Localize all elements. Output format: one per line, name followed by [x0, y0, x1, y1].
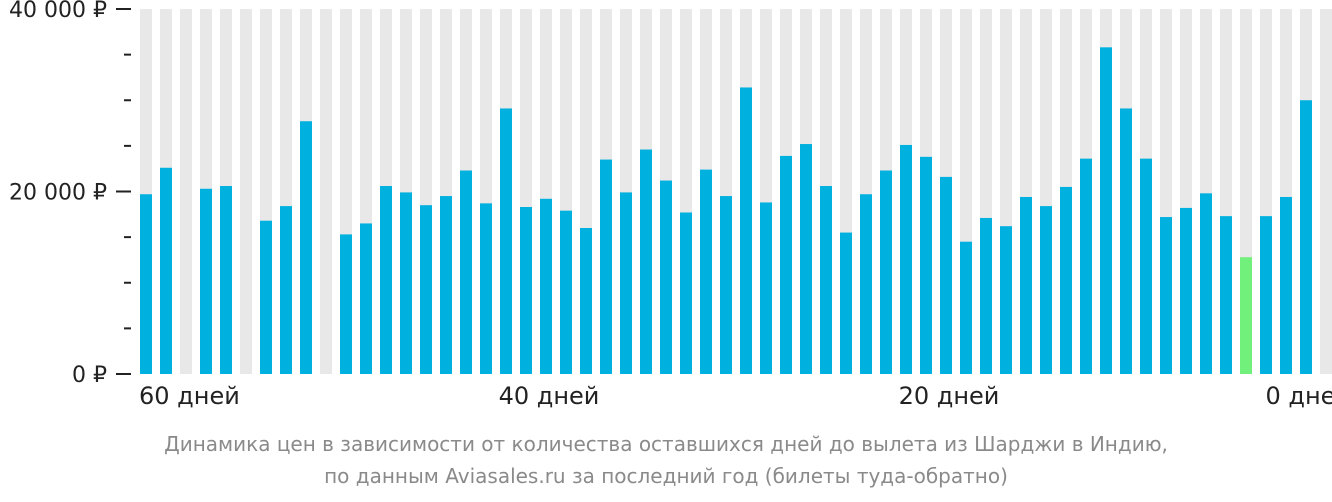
bar[interactable] [600, 159, 612, 374]
bar[interactable] [160, 167, 172, 374]
bar-highlight[interactable] [1240, 257, 1252, 374]
x-tick-label: 0 дней [1265, 382, 1332, 410]
bar[interactable] [780, 155, 792, 374]
bar[interactable] [800, 144, 812, 374]
bar[interactable] [140, 194, 152, 374]
bar[interactable] [860, 194, 872, 374]
y-tick-label: 20 000 ₽ [9, 181, 107, 206]
bar[interactable] [1080, 158, 1092, 374]
bar[interactable] [640, 149, 652, 374]
bar[interactable] [900, 144, 912, 374]
bar[interactable] [660, 180, 672, 374]
background-stripe [320, 9, 332, 374]
bar[interactable] [680, 212, 692, 374]
chart-caption-line-1: Динамика цен в зависимости от количества… [164, 432, 1168, 456]
bar[interactable] [820, 186, 832, 374]
bar[interactable] [300, 121, 312, 374]
bar[interactable] [920, 156, 932, 374]
bar[interactable] [1160, 217, 1172, 374]
bar[interactable] [620, 192, 632, 374]
bar[interactable] [500, 108, 512, 375]
price-chart: 0 ₽ 20 000 ₽ 40 000 ₽ 60 дней 40 дней 20 дне… [9, 0, 1332, 410]
x-tick-label: 40 дней [499, 382, 600, 410]
bar[interactable] [1300, 100, 1312, 374]
bar[interactable] [760, 202, 772, 374]
bar[interactable] [1020, 196, 1032, 374]
bar[interactable] [1140, 158, 1152, 374]
bar[interactable] [480, 203, 492, 374]
bar[interactable] [1280, 196, 1292, 374]
bar[interactable] [960, 241, 972, 374]
bar[interactable] [1100, 47, 1112, 374]
bar[interactable] [1220, 216, 1232, 374]
y-axis: 0 ₽ 20 000 ₽ 40 000 ₽ [9, 0, 131, 388]
bar[interactable] [220, 186, 232, 374]
bar[interactable] [200, 188, 212, 374]
bars [140, 47, 1312, 375]
bar[interactable] [1000, 226, 1012, 374]
background-stripe [1320, 9, 1332, 374]
bar[interactable] [1040, 206, 1052, 374]
bar[interactable] [340, 234, 352, 374]
bar[interactable] [440, 196, 452, 374]
bar[interactable] [560, 210, 572, 374]
bar[interactable] [940, 176, 952, 374]
x-tick-label: 60 дней [139, 382, 240, 410]
bar[interactable] [980, 217, 992, 374]
bar[interactable] [1180, 207, 1192, 374]
bar[interactable] [460, 170, 472, 374]
x-axis: 60 дней 40 дней 20 дней 0 дней [139, 382, 1332, 410]
bar[interactable] [700, 169, 712, 374]
bar[interactable] [740, 87, 752, 374]
bar[interactable] [1060, 186, 1072, 374]
background-stripe [180, 9, 192, 374]
bar[interactable] [380, 186, 392, 374]
y-tick-label: 40 000 ₽ [9, 0, 107, 23]
bar[interactable] [1260, 216, 1272, 374]
bar[interactable] [520, 207, 532, 374]
bar[interactable] [580, 228, 592, 374]
bar[interactable] [260, 220, 272, 374]
bar[interactable] [420, 205, 432, 374]
bar[interactable] [1200, 193, 1212, 374]
bar[interactable] [360, 223, 372, 374]
chart-caption-line-2: по данным Aviasales.ru за последний год … [324, 464, 1008, 488]
bar[interactable] [280, 206, 292, 374]
background-stripe [240, 9, 252, 374]
x-tick-label: 20 дней [899, 382, 1000, 410]
y-tick-label: 0 ₽ [72, 363, 107, 388]
bar[interactable] [1120, 108, 1132, 375]
bar[interactable] [840, 232, 852, 374]
background-stripes [140, 9, 1332, 374]
bar[interactable] [720, 196, 732, 374]
bar[interactable] [540, 198, 552, 374]
bar[interactable] [400, 192, 412, 374]
bar[interactable] [880, 170, 892, 374]
